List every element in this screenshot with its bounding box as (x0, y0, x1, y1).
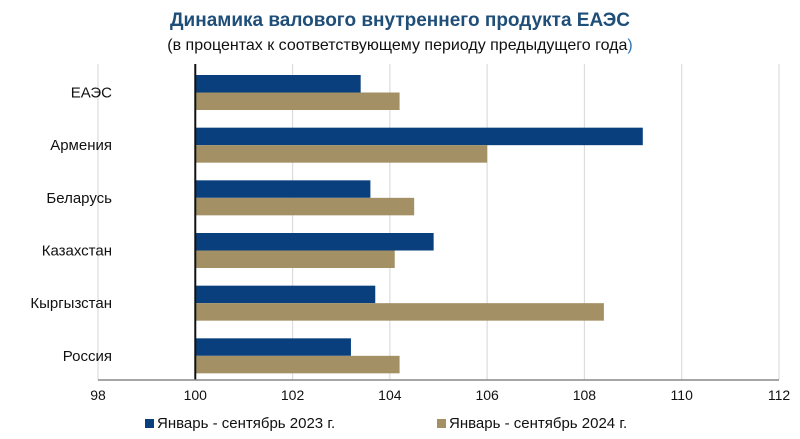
bar-2024 (195, 303, 604, 321)
bar-2024 (195, 355, 400, 374)
category-label: ЕАЭС (71, 85, 112, 102)
bar-2024 (195, 250, 395, 268)
category-label: Кыргызстан (30, 295, 112, 312)
x-tick-label: 110 (671, 387, 694, 403)
legend-swatch-2023 (145, 419, 154, 428)
bar-2024 (195, 92, 400, 110)
bar-2024 (195, 145, 488, 163)
legend-item-2023: Январь - сентябрь 2023 г. (145, 415, 335, 432)
chart-subtitle: (в процентах к соответствующему периоду … (0, 37, 800, 55)
x-tick-label: 98 (90, 387, 106, 403)
x-tick-label: 102 (281, 387, 305, 403)
chart-subtitle-text: (в процентах к соответствующему периоду … (167, 37, 628, 54)
legend-swatch-2024 (437, 419, 446, 428)
category-labels: ЕАЭС Армения Беларусь Казахстан Кыргызстан Ро… (30, 85, 112, 365)
x-tick-label: 112 (768, 387, 791, 403)
chart-title: Динамика валового внутреннего продукта Е… (170, 10, 630, 31)
bar-2023 (195, 285, 376, 304)
category-label: Россия (63, 348, 112, 365)
legend-label-2024: Январь - сентябрь 2024 г. (449, 415, 628, 432)
x-tick-label: 100 (184, 387, 208, 403)
x-tick-label: 108 (573, 387, 597, 403)
bar-2023 (195, 127, 643, 146)
bar-2023 (195, 75, 361, 93)
bar-2023 (195, 180, 371, 198)
bar-2023 (195, 233, 434, 251)
legend-item-2024: Январь - сентябрь 2024 г. (437, 415, 627, 432)
x-tick-label: 106 (475, 387, 499, 403)
chart-subtitle-close: ) (627, 37, 633, 54)
bars (195, 75, 643, 374)
bar-2023 (195, 338, 351, 356)
category-label: Казахстан (42, 243, 112, 260)
gridlines (97, 64, 780, 380)
category-label: Армения (50, 137, 112, 154)
x-tick-label: 104 (378, 387, 402, 403)
category-label: Беларусь (46, 190, 112, 207)
legend-label-2023: Январь - сентябрь 2023 г. (157, 415, 336, 432)
bar-2024 (195, 197, 415, 216)
x-tick-labels: 98 100 102 104 106 108 110 112 (90, 387, 790, 403)
